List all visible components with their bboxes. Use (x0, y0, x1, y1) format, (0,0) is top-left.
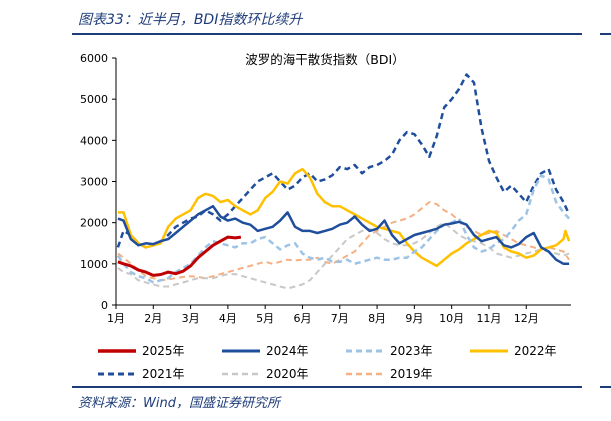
x-tick-label: 11月 (476, 312, 501, 325)
series-line-2022 (117, 167, 571, 268)
x-tick-label: 9月 (405, 312, 423, 325)
y-tick-label: 1000 (80, 258, 108, 271)
legend-label-2019: 2019年 (390, 367, 433, 381)
legend-label-2023: 2023年 (390, 344, 433, 358)
y-tick-label: 6000 (80, 52, 108, 65)
chart-legend: 2025年 2024年 2023年 2022年 2021年 2020年 2019年 (98, 344, 557, 381)
top-rule (72, 33, 582, 35)
chart-axes: 0 1000 2000 3000 4000 5000 6000 1月 2月 3月 4月 5月 6月 7月 8… (80, 52, 571, 325)
legend-label-2022: 2022年 (514, 344, 557, 358)
x-tick-label: 4月 (219, 312, 237, 325)
y-tick-label: 4000 (80, 134, 108, 147)
top-rule-tick (600, 33, 611, 35)
bottom-rule-tick (600, 386, 611, 388)
series-line-2023 (116, 174, 571, 284)
y-tick-label: 0 (101, 299, 108, 312)
x-tick-label: 3月 (182, 312, 200, 325)
x-tick-label: 6月 (293, 312, 311, 325)
x-tick-label: 5月 (256, 312, 274, 325)
legend-label-2024: 2024年 (266, 344, 309, 358)
figure-header: 图表33：近半月，BDI指数环比续升 (0, 0, 611, 34)
x-tick-label: 7月 (331, 312, 349, 325)
figure-source: 资料来源：Wind，国盛证券研究所 (78, 396, 280, 411)
series-line-2019 (117, 201, 570, 282)
figure-title: 图表33：近半月，BDI指数环比续升 (78, 12, 303, 28)
legend-label-2025: 2025年 (142, 344, 185, 358)
legend-label-2020: 2020年 (266, 367, 309, 381)
x-tick-label: 2月 (144, 312, 162, 325)
series-line-2024 (117, 204, 570, 266)
x-tick-label: 1月 (107, 312, 125, 325)
x-tick-label: 10月 (439, 312, 464, 325)
series-line-2025 (117, 235, 242, 277)
series-line-2021 (116, 73, 571, 249)
bottom-rule (72, 386, 582, 388)
y-tick-label: 5000 (80, 93, 108, 106)
chart-series-group (116, 73, 571, 290)
y-tick-label: 3000 (80, 176, 108, 189)
legend-label-2021: 2021年 (142, 367, 185, 381)
y-tick-label: 2000 (80, 217, 108, 230)
x-tick-label: 12月 (514, 312, 539, 325)
chart-title: 波罗的海干散货指数（BDI） (245, 52, 404, 67)
x-tick-label: 8月 (368, 312, 386, 325)
series-line-2020 (117, 221, 570, 290)
